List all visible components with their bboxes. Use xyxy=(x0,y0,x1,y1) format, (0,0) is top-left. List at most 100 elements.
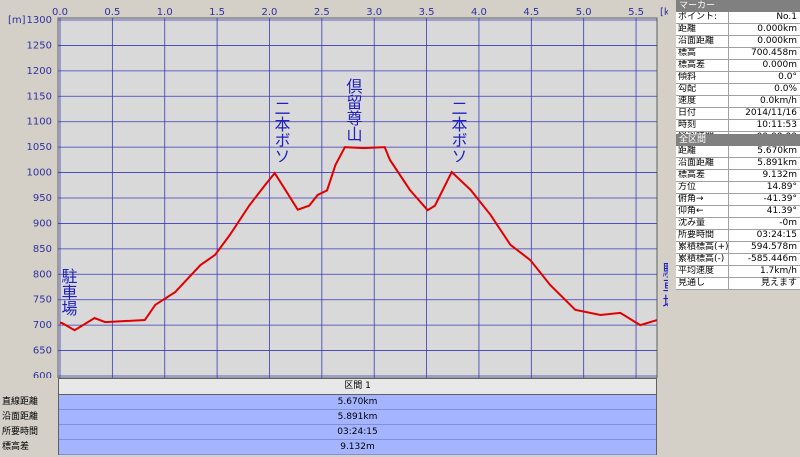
info-row: 時刻 10:11:53 xyxy=(676,120,800,132)
marker-panel: マーカー ポイント: No.1 距離 0.000km 沿面距離 0.000km 標高 700.… xyxy=(676,0,800,144)
info-row: 距離 5.670km xyxy=(676,146,800,158)
row-label: 距離 xyxy=(676,146,729,157)
row-label: 見通し xyxy=(676,278,729,289)
info-row: 標高差 9.132m xyxy=(676,170,800,182)
segment-row: 直線距離 5.670km xyxy=(2,395,656,410)
row-value: 9.132m xyxy=(729,170,800,181)
y-tick-label: 950 xyxy=(33,193,52,204)
panel-title: マーカー xyxy=(676,0,800,12)
segment-row: 所要時間 03:24:15 xyxy=(2,425,656,440)
info-row: 累積標高(+) 594.578m xyxy=(676,242,800,254)
row-label: 勾配 xyxy=(676,84,729,95)
row-label: 傾斜 xyxy=(676,72,729,83)
elevation-chart: [m] [km] 600 650 700 750 800 850 900 950 1000 105… xyxy=(8,7,669,378)
info-row: 所要時間 03:24:15 xyxy=(676,230,800,242)
row-label: 標高差 xyxy=(676,170,729,181)
row-value: 0.0km/h xyxy=(729,96,800,107)
y-tick-label: 750 xyxy=(33,295,52,306)
annotation: 駐車場 xyxy=(660,262,669,311)
y-tick-label: 1300 xyxy=(27,15,52,26)
row-value: 5.891km xyxy=(729,158,800,169)
row-value: -585.446m xyxy=(729,254,800,265)
row-value: 700.458m xyxy=(729,48,800,59)
info-row: 沿面距離 0.000km xyxy=(676,36,800,48)
row-value: -41.39° xyxy=(729,194,800,205)
x-unit: [km] xyxy=(660,7,668,18)
x-tick-label: 3.0 xyxy=(366,7,382,18)
row-label: 標高 xyxy=(676,48,729,59)
row-label: ポイント: xyxy=(676,12,729,23)
y-tick-label: 1200 xyxy=(27,66,52,77)
row-value: 0.000km xyxy=(729,36,800,47)
row-value: 03:24:15 xyxy=(729,230,800,241)
info-row: 標高 700.458m xyxy=(676,48,800,60)
segment-row: 沿面距離 5.891km xyxy=(2,410,656,425)
y-tick-label: 700 xyxy=(33,320,52,331)
row-label: 累積標高(+) xyxy=(676,242,729,253)
y-tick-label: 600 xyxy=(33,371,52,378)
row-value: 2014/11/16 xyxy=(729,108,800,119)
row-value: 5.670km xyxy=(729,146,800,157)
row-label: 仰角← xyxy=(676,206,729,217)
info-row: 日付 2014/11/16 xyxy=(676,108,800,120)
x-tick-label: 1.5 xyxy=(209,7,225,18)
row-label: 標高差 xyxy=(2,442,30,452)
y-tick-label: 1050 xyxy=(27,142,52,153)
row-value: 0.0% xyxy=(729,84,800,95)
row-value: 5.891km xyxy=(337,412,378,422)
row-label: 沿面距離 xyxy=(676,158,729,169)
row-label: 平均速度 xyxy=(676,266,729,277)
row-label: 日付 xyxy=(676,108,729,119)
info-row: 沿面距離 5.891km xyxy=(676,158,800,170)
y-unit: [m] xyxy=(8,15,26,26)
row-value: 41.39° xyxy=(729,206,800,217)
x-tick-label: 5.5 xyxy=(628,7,644,18)
annotation: 二本ボソ xyxy=(449,100,468,164)
y-tick-label: 850 xyxy=(33,244,52,255)
info-row: 仰角← 41.39° xyxy=(676,206,800,218)
info-row: 俯角→ -41.39° xyxy=(676,194,800,206)
row-value: 14.89° xyxy=(729,182,800,193)
segment-panel: 区間 1 直線距離 5.670km 沿面距離 5.891km 所要時間 03:24:15 標… xyxy=(2,378,657,455)
row-label: 時刻 xyxy=(676,120,729,131)
row-value: 0.0° xyxy=(729,72,800,83)
info-row: 方位 14.89° xyxy=(676,182,800,194)
total-panel: 全区間 距離 5.670km 沿面距離 5.891km 標高差 9.132m 方位 14.89… xyxy=(676,134,800,290)
row-label: 所要時間 xyxy=(676,230,729,241)
row-label: 距離 xyxy=(676,24,729,35)
row-value: No.1 xyxy=(729,12,800,23)
x-tick-label: 0.5 xyxy=(104,7,120,18)
row-value: 1.7km/h xyxy=(729,266,800,277)
info-row: 勾配 0.0% xyxy=(676,84,800,96)
x-tick-label: 1.0 xyxy=(157,7,173,18)
info-row: 距離 0.000km xyxy=(676,24,800,36)
info-row: 見通し 見えます xyxy=(676,278,800,290)
row-label: 沿面距離 xyxy=(2,412,39,422)
x-tick-label: 4.0 xyxy=(471,7,487,18)
y-tick-label: 1150 xyxy=(27,91,52,102)
row-label: 沿面距離 xyxy=(676,36,729,47)
y-tick-label: 1000 xyxy=(27,168,52,179)
row-value: 見えます xyxy=(729,278,800,289)
x-tick-label: 0.0 xyxy=(52,7,68,18)
segment-title: 区間 1 xyxy=(59,379,656,395)
row-value: 10:11:53 xyxy=(729,120,800,131)
row-label: 標高差 xyxy=(676,60,729,71)
row-label: 直線距離 xyxy=(2,397,39,407)
x-tick-label: 4.5 xyxy=(523,7,539,18)
y-tick-label: 1250 xyxy=(27,40,52,51)
annotation: 駐車場 xyxy=(59,268,78,317)
row-value: 9.132m xyxy=(340,442,375,452)
row-label: 累積標高(-) xyxy=(676,254,729,265)
y-tick-label: 650 xyxy=(33,346,52,357)
row-label: 速度 xyxy=(676,96,729,107)
row-value: 0.000km xyxy=(729,24,800,35)
row-label: 方位 xyxy=(676,182,729,193)
info-row: ポイント: No.1 xyxy=(676,12,800,24)
row-label: 沈み量 xyxy=(676,218,729,229)
info-row: 累積標高(-) -585.446m xyxy=(676,254,800,266)
info-row: 沈み量 -0m xyxy=(676,218,800,230)
y-tick-label: 800 xyxy=(33,269,52,280)
elevation-line xyxy=(59,146,658,332)
